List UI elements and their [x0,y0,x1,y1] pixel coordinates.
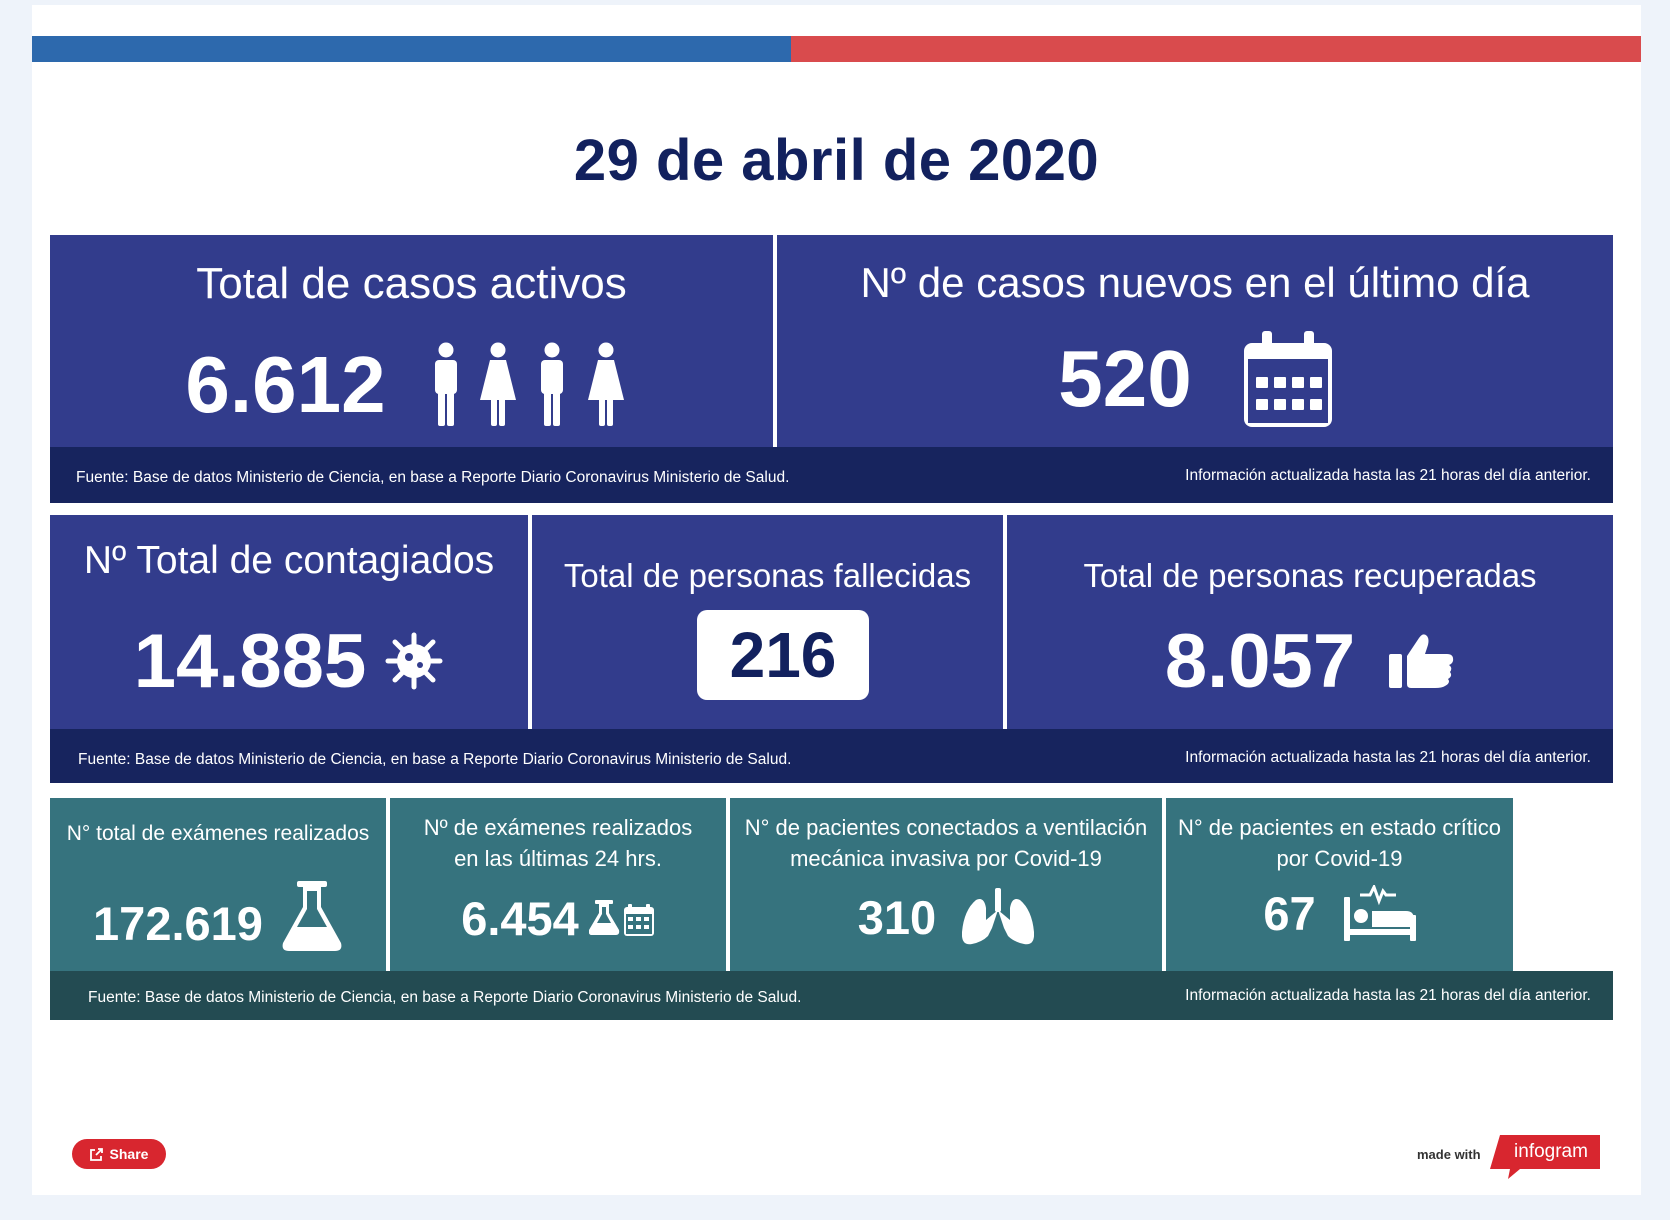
card-value-row: 14.885 [50,619,528,704]
card-title-line1: Nº de exámenes realizados [423,815,693,840]
share-icon [89,1147,103,1161]
card-value-row: 6.612 [50,340,773,429]
card-title: Nº de exámenes realizados en las últimas… [390,812,726,874]
virus-icon [384,631,444,691]
card-ventilation: N° de pacientes conectados a ventilación… [730,798,1162,971]
source-note: Fuente: Base de datos Ministerio de Cien… [78,751,792,768]
card-exams-24h: Nº de exámenes realizados en las últimas… [390,798,726,971]
card-title-line1: N° de pacientes en estado crítico [1177,815,1502,840]
source-note: Fuente: Base de datos Ministerio de Cien… [88,989,802,1006]
card-recovered: Total de personas recuperadas 8.057 [1007,515,1613,729]
page-title: 29 de abril de 2020 [573,128,1100,193]
card-active-cases: Total de casos activos 6.612 [50,235,773,447]
card-value-row: 172.619 [50,880,386,952]
updated-note: Información actualizada hasta las 21 hor… [1185,749,1591,766]
ventilation-value: 310 [857,890,937,944]
calendar-icon [1243,331,1332,427]
card-value-row: 310 [730,886,1162,948]
flask-icon [281,881,343,951]
people-icon [428,342,638,428]
hospital-bed-icon [1343,885,1416,941]
total-exams-value: 172.619 [93,896,263,950]
card-title: N° de pacientes conectados a ventilación… [730,812,1162,874]
card-title: Total de casos activos [196,259,627,308]
new-cases-value: 520 [1058,334,1192,423]
share-label: Share [109,1146,149,1162]
thumbs-up-icon [1389,632,1455,690]
total-infected-value: 14.885 [133,618,367,704]
card-title: N° de pacientes en estado crítico por Co… [1166,812,1513,874]
section-footer: Fuente: Base de datos Ministerio de Cien… [50,971,1613,1020]
card-critical: N° de pacientes en estado crítico por Co… [1166,798,1513,971]
card-value-row: 6.454 [390,891,726,945]
deceased-value: 216 [729,619,837,691]
card-title: Total de personas recuperadas [1083,557,1537,594]
card-value-row: 67 [1166,882,1513,944]
card-title-line2: por Covid-19 [1276,846,1403,871]
card-title: Nº Total de contagiados [83,539,495,582]
infogram-brand: infogram [1514,1141,1588,1162]
active-cases-value: 6.612 [185,340,386,429]
deceased-value-box: 216 [697,610,869,700]
card-title-line1: N° de pacientes conectados a ventilación [744,815,1148,840]
card-title: N° total de exámenes realizados [66,822,370,845]
infographic-page: 29 de abril de 2020 Total de casos activ… [32,5,1641,1195]
lungs-icon [962,888,1035,946]
share-button[interactable]: Share [72,1139,166,1169]
critical-value: 67 [1263,886,1316,940]
card-total-infected: Nº Total de contagiados 14.885 [50,515,528,729]
card-title: Total de personas fallecidas [563,557,972,594]
section-totals: Nº Total de contagiados 14.885 [50,515,1613,783]
flask-calendar-icon [588,900,655,936]
section-footer: Fuente: Base de datos Ministerio de Cien… [50,447,1613,503]
section-footer: Fuente: Base de datos Ministerio de Cien… [50,729,1613,783]
recovered-value: 8.057 [1164,618,1356,704]
card-title-line2: en las últimas 24 hrs. [454,846,662,871]
flag-bar [32,36,1641,62]
section-exams: N° total de exámenes realizados 172.619 [50,798,1613,1020]
card-new-cases: Nº de casos nuevos en el último día 520 [777,235,1613,447]
infogram-logo-link[interactable]: infogram [1490,1135,1600,1179]
card-title: Nº de casos nuevos en el último día [860,259,1530,306]
flag-blue-stripe [32,36,791,62]
card-deceased: Total de personas fallecidas 216 [532,515,1003,729]
flag-red-stripe [791,36,1641,62]
source-note: Fuente: Base de datos Ministerio de Cien… [76,469,790,486]
updated-note: Información actualizada hasta las 21 hor… [1185,467,1591,484]
made-with-label: made with [1417,1147,1481,1162]
card-value-row: 520 [777,331,1613,427]
card-title-line2: mecánica invasiva por Covid-19 [790,846,1102,871]
updated-note: Información actualizada hasta las 21 hor… [1185,987,1591,1004]
exams-24h-value: 6.454 [461,891,579,945]
card-value-row: 8.057 [1007,618,1613,704]
section-active-cases: Total de casos activos 6.612 [50,235,1613,503]
card-total-exams: N° total de exámenes realizados 172.619 [50,798,386,971]
